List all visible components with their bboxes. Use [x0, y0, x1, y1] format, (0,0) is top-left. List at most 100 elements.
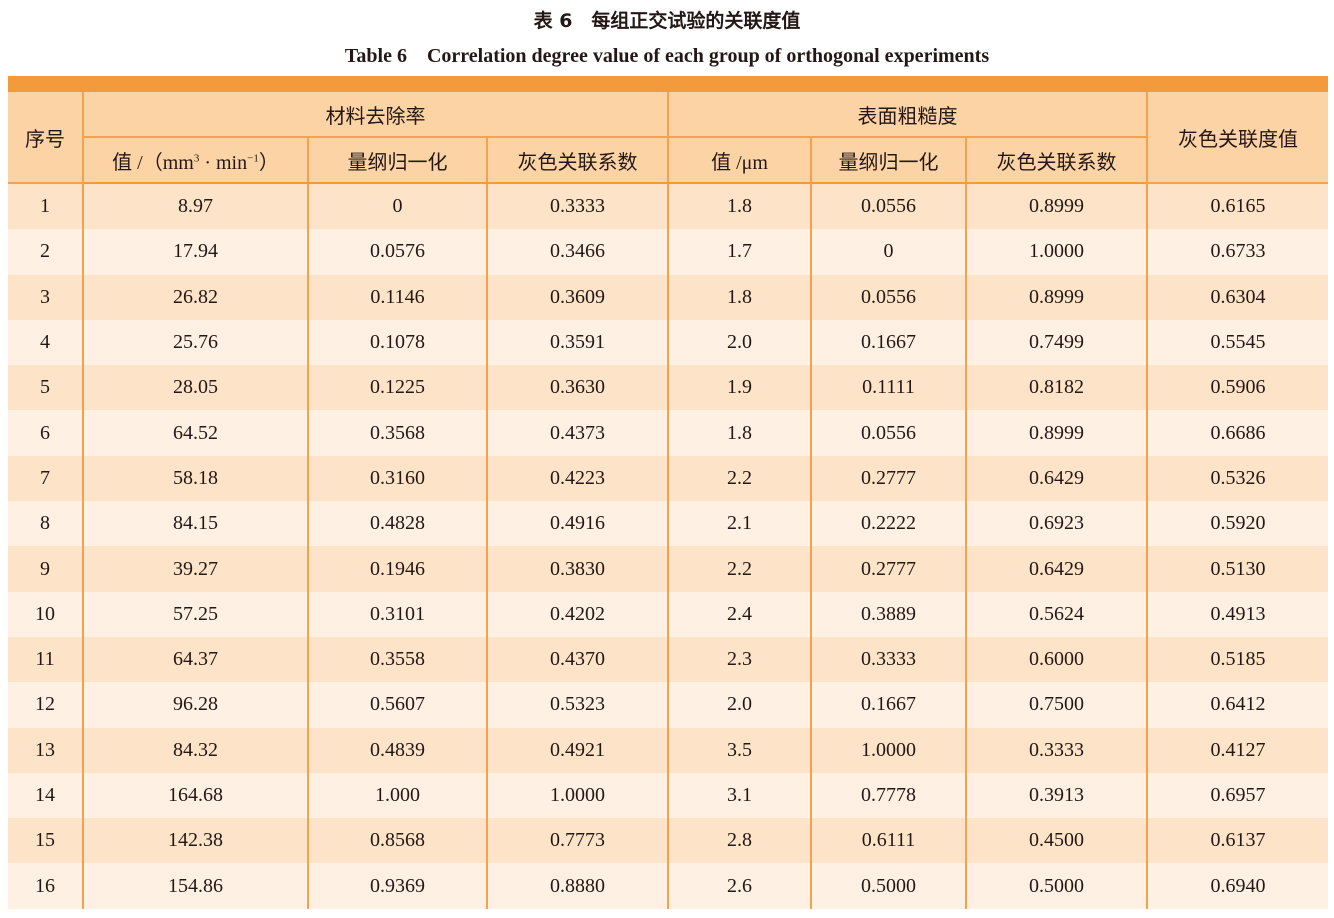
- table-cell: 14: [8, 772, 84, 819]
- table-cell: 15: [8, 818, 84, 864]
- table-cell: 0.8999: [965, 274, 1148, 320]
- table-row: 4 25.76 0.1078 0.3591 2.0 0.1667 0.7499 0.5545: [8, 319, 1328, 366]
- table-cell: 64.37: [82, 636, 309, 683]
- table-cell: 0.1111: [810, 365, 967, 411]
- table-cell: 1.0000: [965, 229, 1148, 275]
- table-cell: 2.2: [667, 546, 812, 592]
- table-cell: 0.5185: [1146, 636, 1328, 683]
- table-cell: 16: [8, 863, 84, 909]
- table-cell: 0.5000: [810, 863, 967, 909]
- table-cell: 0.3630: [486, 365, 669, 411]
- table-cell: 0.3889: [810, 591, 967, 637]
- table-row: 15 142.38 0.8568 0.7773 2.8 0.6111 0.4500 0.613…: [8, 818, 1328, 864]
- table-row: 14 164.68 1.000 1.0000 3.1 0.7778 0.3913 0.6957: [8, 772, 1328, 819]
- table-body: 1 8.97 0 0.3333 1.8 0.0556 0.8999 0.6165 2 17.94 0…: [8, 183, 1328, 909]
- table-cell: 142.38: [82, 818, 309, 864]
- header-text: 值 /（mm: [112, 151, 194, 174]
- table-row: 1 8.97 0 0.3333 1.8 0.0556 0.8999 0.6165: [8, 183, 1328, 230]
- table-cell: 39.27: [82, 546, 309, 592]
- table-cell: 2.0: [667, 319, 812, 366]
- table-cell: 0.3333: [810, 636, 967, 683]
- table-cell: 0.2222: [810, 501, 967, 547]
- table-cell: 8: [8, 501, 84, 547]
- table-cell: 0.1146: [307, 274, 488, 320]
- table-row: 11 64.37 0.3558 0.4370 2.3 0.3333 0.6000 0.5185: [8, 636, 1328, 683]
- table-cell: 0.0556: [810, 183, 967, 230]
- table-cell: 0.4370: [486, 636, 669, 683]
- table-cell: 1.0000: [810, 727, 967, 773]
- table-cell: 0.3830: [486, 546, 669, 592]
- table-cell: 58.18: [82, 455, 309, 502]
- header-row: 值 /（mm3 · min−1） 量纲归一化 灰色关联系数值 /μm 量纲归一化 灰色关…: [8, 137, 1328, 184]
- table-cell: 0.3558: [307, 636, 488, 683]
- table-cell: 2.8: [667, 818, 812, 864]
- table-cell: 0.3333: [965, 727, 1148, 773]
- table-cell: 26.82: [82, 274, 309, 320]
- table-cell: 0.4127: [1146, 727, 1328, 773]
- table-cell: 0.3609: [486, 274, 669, 320]
- table-cell: 2: [8, 229, 84, 275]
- table-cell: 2.0: [667, 682, 812, 728]
- header-cell: 灰色关联系数: [486, 137, 669, 184]
- table-cell: 84.15: [82, 501, 309, 547]
- table-cell: 64.52: [82, 410, 309, 456]
- caption-en: Table 6 Correlation degree value of each…: [344, 45, 990, 67]
- table-row: 10 57.25 0.3101 0.4202 2.4 0.3889 0.5624 0.4913: [8, 591, 1328, 637]
- table-cell: 0.6686: [1146, 410, 1328, 456]
- table-cell: 0.8568: [307, 818, 488, 864]
- table-cell: 0.6412: [1146, 682, 1328, 728]
- table-cell: 1.0000: [486, 772, 669, 819]
- table-cell: 13: [8, 727, 84, 773]
- table-cell: 0.6304: [1146, 274, 1328, 320]
- table-cell: 3: [8, 274, 84, 320]
- table-cell: 0.9369: [307, 863, 488, 909]
- table-cell: 0: [810, 229, 967, 275]
- table-row: 7 58.18 0.3160 0.4223 2.2 0.2777 0.6429 0.5326: [8, 455, 1328, 502]
- table-cell: 0.4202: [486, 591, 669, 637]
- table-cell: 0.7499: [965, 319, 1148, 366]
- table-cell: 0: [307, 183, 488, 230]
- table-cell: 0.5624: [965, 591, 1148, 637]
- table-cell: 11: [8, 636, 84, 683]
- table-cell: 0.3913: [965, 772, 1148, 819]
- table-cell: 1.8: [667, 183, 812, 230]
- table-head: 序号 材料去除率 表面粗糙度 灰色关联度值值 /（mm3 · min−1） 量纲归一化灰…: [8, 92, 1328, 184]
- table-cell: 154.86: [82, 863, 309, 909]
- header-cell: 灰色关联系数: [965, 137, 1147, 184]
- table-cell: 0.6940: [1146, 863, 1328, 909]
- table-cell: 0.4373: [486, 410, 669, 456]
- table-row: 16 154.86 0.9369 0.8880 2.6 0.5000 0.5000 0.694…: [8, 863, 1328, 909]
- table-cell: 2.1: [667, 501, 812, 547]
- table-cell: 5: [8, 365, 84, 411]
- table-cell: 0.1946: [307, 546, 488, 592]
- table-cell: 6: [8, 410, 84, 456]
- table-cell: 0.7500: [965, 682, 1148, 728]
- table-cell: 10: [8, 591, 84, 637]
- table-cell: 28.05: [82, 365, 309, 411]
- table-cell: 0.3568: [307, 410, 488, 456]
- table-cell: 1.7: [667, 229, 812, 275]
- table-cell: 0.0576: [307, 229, 488, 275]
- table-cell: 164.68: [82, 772, 309, 819]
- table-cell: 0.6429: [965, 455, 1148, 502]
- table-cell: 0.0556: [810, 274, 967, 320]
- table-cell: 2.3: [667, 636, 812, 683]
- table-cell: 1.000: [307, 772, 488, 819]
- table-row: 3 26.82 0.1146 0.3609 1.8 0.0556 0.8999 0.6304: [8, 274, 1328, 320]
- header-text: −1: [247, 151, 259, 164]
- table-row: 8 84.15 0.4828 0.4916 2.1 0.2222 0.6923 0.5920: [8, 501, 1328, 547]
- table-cell: 0.8999: [965, 410, 1148, 456]
- header-bar: [8, 76, 1328, 92]
- table-cell: 0.5000: [965, 863, 1148, 909]
- table-cell: 0.3101: [307, 591, 488, 637]
- table-cell: 0.6957: [1146, 772, 1328, 819]
- table-row: 5 28.05 0.1225 0.3630 1.9 0.1111 0.8182 0.5906: [8, 365, 1328, 411]
- table-cell: 0.4839: [307, 727, 488, 773]
- table-cell: 0.5130: [1146, 546, 1328, 592]
- table-cell: 0.7773: [486, 818, 669, 864]
- header-cell: 量纲归一化: [307, 137, 488, 184]
- header-row: 序号 材料去除率 表面粗糙度 灰色关联度值: [8, 92, 1328, 184]
- table-cell: 0.6923: [965, 501, 1148, 547]
- caption-cn: 表 6 每组正交试验的关联度值: [533, 10, 801, 32]
